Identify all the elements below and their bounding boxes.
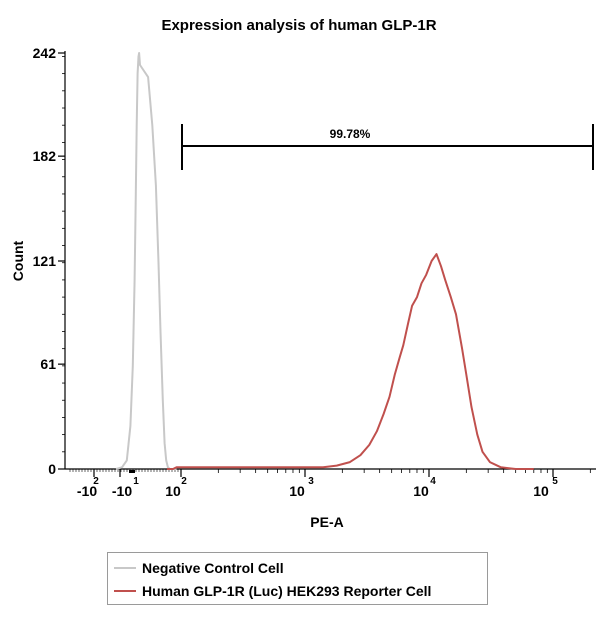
x-tick-label: 10 [165, 483, 181, 499]
y-tick-label: 242 [33, 45, 57, 61]
x-zero-marker [129, 470, 135, 473]
x-axis-label: PE-A [310, 514, 343, 530]
series-glp1r-reporter-line [167, 253, 534, 470]
x-tick-label: -10 [112, 483, 132, 499]
gate-label: 99.78% [330, 127, 371, 141]
legend-label-glp1r-reporter: Human GLP-1R (Luc) HEK293 Reporter Cell [142, 583, 432, 599]
gate: 99.78% [181, 124, 594, 170]
x-tick-label: 10 [413, 483, 429, 499]
y-tick-label: 182 [33, 148, 57, 164]
y-tick-label: 121 [33, 253, 57, 269]
y-tick-label: 61 [40, 356, 56, 372]
x-tick-exponent: 5 [552, 476, 558, 487]
series-layer [115, 52, 534, 470]
series-negative-control-line [115, 52, 177, 470]
legend-swatch-negative-control [114, 567, 136, 569]
x-tick-exponent: 1 [133, 476, 139, 487]
chart-title: Expression analysis of human GLP-1R [161, 17, 436, 34]
x-tick-label: 10 [289, 483, 305, 499]
x-tick-exponent: 4 [430, 476, 436, 487]
x-tick-exponent: 3 [308, 476, 314, 487]
y-tick-label: 0 [48, 461, 56, 477]
legend-swatch-glp1r-reporter [114, 590, 136, 592]
x-tick-exponent: 2 [93, 476, 99, 487]
legend-item-negative-control: Negative Control Cell [114, 558, 284, 578]
x-tick-exponent: 2 [181, 476, 187, 487]
legend-label-negative-control: Negative Control Cell [142, 560, 284, 576]
legend-item-glp1r-reporter: Human GLP-1R (Luc) HEK293 Reporter Cell [114, 581, 431, 601]
legend: Negative Control Cell Human GLP-1R (Luc)… [107, 552, 488, 605]
y-axis: 0 61 121 182 242 [33, 45, 66, 477]
x-tick-label: 10 [533, 483, 549, 499]
x-tick-label: -10 [77, 483, 97, 499]
y-axis-label: Count [10, 240, 26, 281]
